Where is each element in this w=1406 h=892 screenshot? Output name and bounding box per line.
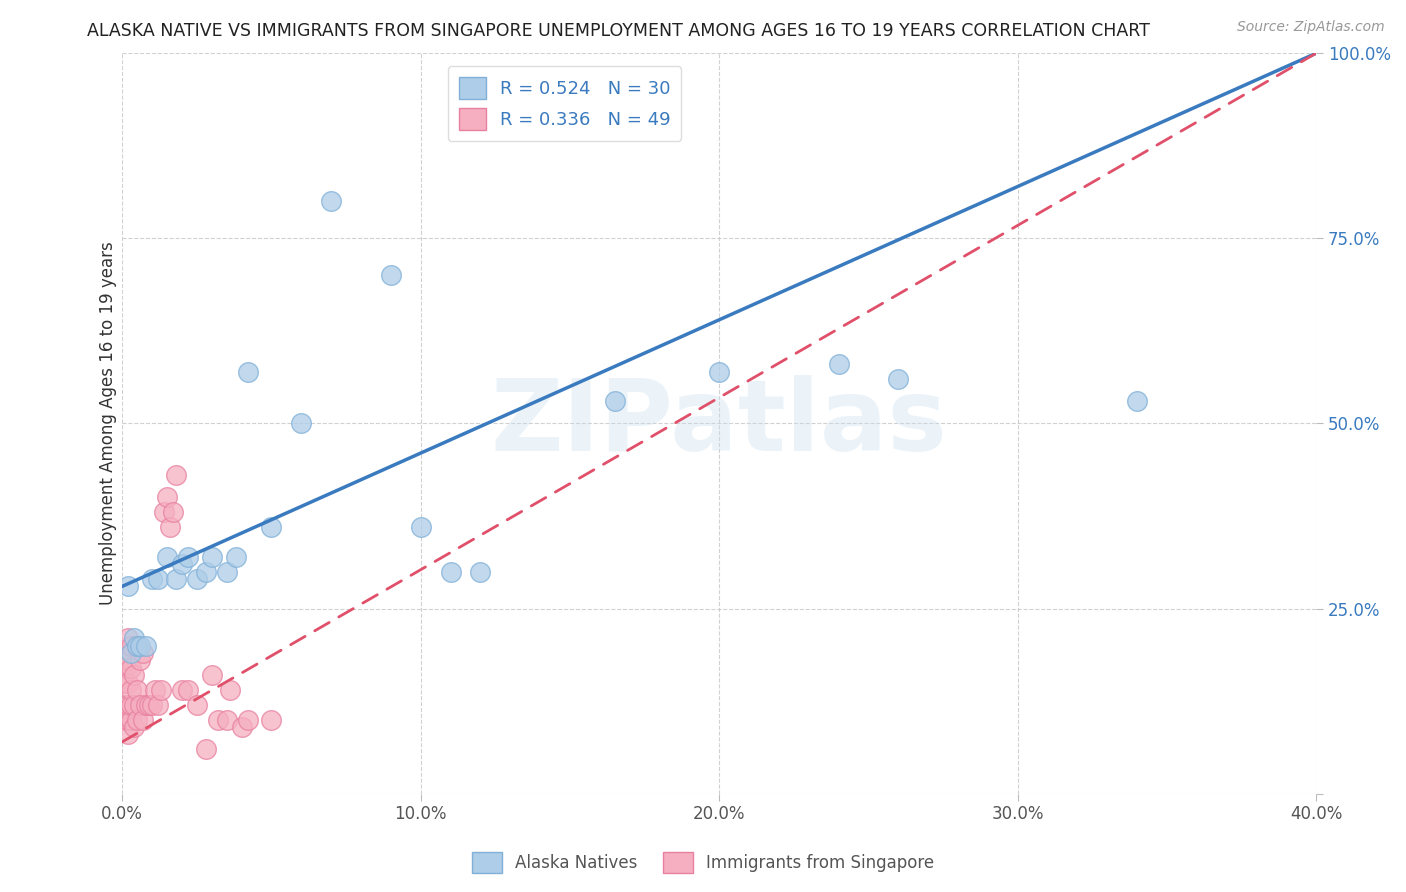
Point: [470, 565, 492, 579]
Point: [127, 639, 149, 653]
Point: [201, 549, 224, 564]
Point: [135, 639, 157, 653]
Point: [122, 668, 145, 682]
Point: [177, 549, 200, 564]
Point: [177, 683, 200, 698]
Point: [186, 698, 208, 712]
Point: [111, 713, 134, 727]
Point: [114, 675, 136, 690]
Text: Source: ZipAtlas.com: Source: ZipAtlas.com: [1237, 20, 1385, 34]
Legend: Alaska Natives, Immigrants from Singapore: Alaska Natives, Immigrants from Singapor…: [465, 846, 941, 880]
Point: [117, 653, 139, 667]
Point: [117, 727, 139, 741]
Point: [162, 505, 184, 519]
Point: [120, 639, 142, 653]
Point: [138, 698, 160, 712]
Point: [165, 572, 187, 586]
Point: [260, 713, 283, 727]
Point: [827, 357, 849, 371]
Point: [146, 572, 169, 586]
Text: ZIPatlas: ZIPatlas: [491, 375, 948, 472]
Point: [215, 713, 238, 727]
Point: [194, 742, 217, 756]
Point: [225, 549, 247, 564]
Point: [236, 365, 259, 379]
Point: [122, 720, 145, 734]
Point: [114, 661, 136, 675]
Point: [153, 505, 176, 519]
Point: [207, 713, 229, 727]
Point: [156, 491, 179, 505]
Point: [236, 713, 259, 727]
Point: [156, 549, 179, 564]
Point: [114, 646, 136, 660]
Point: [127, 713, 149, 727]
Text: ALASKA NATIVE VS IMMIGRANTS FROM SINGAPORE UNEMPLOYMENT AMONG AGES 16 TO 19 YEAR: ALASKA NATIVE VS IMMIGRANTS FROM SINGAPO…: [87, 22, 1150, 40]
Point: [127, 683, 149, 698]
Point: [439, 565, 461, 579]
Y-axis label: Unemployment Among Ages 16 to 19 years: Unemployment Among Ages 16 to 19 years: [100, 242, 117, 606]
Point: [165, 468, 187, 483]
Point: [887, 372, 910, 386]
Point: [122, 698, 145, 712]
Point: [132, 646, 155, 660]
Point: [127, 639, 149, 653]
Point: [114, 713, 136, 727]
Point: [170, 683, 193, 698]
Point: [129, 639, 152, 653]
Point: [603, 394, 626, 409]
Point: [290, 417, 312, 431]
Point: [231, 720, 253, 734]
Point: [146, 698, 169, 712]
Point: [409, 520, 432, 534]
Point: [114, 698, 136, 712]
Point: [117, 698, 139, 712]
Point: [120, 713, 142, 727]
Point: [186, 572, 208, 586]
Point: [120, 698, 142, 712]
Point: [141, 572, 163, 586]
Point: [120, 683, 142, 698]
Point: [143, 683, 166, 698]
Point: [321, 194, 343, 209]
Point: [117, 631, 139, 645]
Point: [141, 698, 163, 712]
Point: [218, 683, 240, 698]
Point: [1126, 394, 1149, 409]
Point: [129, 653, 152, 667]
Point: [150, 683, 173, 698]
Point: [120, 646, 142, 660]
Point: [709, 365, 731, 379]
Point: [380, 268, 402, 283]
Point: [120, 661, 142, 675]
Point: [170, 557, 193, 571]
Point: [194, 565, 217, 579]
Point: [117, 675, 139, 690]
Legend: R = 0.524   N = 30, R = 0.336   N = 49: R = 0.524 N = 30, R = 0.336 N = 49: [447, 66, 682, 141]
Point: [132, 713, 155, 727]
Point: [117, 579, 139, 593]
Point: [135, 698, 157, 712]
Point: [129, 698, 152, 712]
Point: [260, 520, 283, 534]
Point: [215, 565, 238, 579]
Point: [117, 713, 139, 727]
Point: [159, 520, 181, 534]
Point: [201, 668, 224, 682]
Point: [122, 631, 145, 645]
